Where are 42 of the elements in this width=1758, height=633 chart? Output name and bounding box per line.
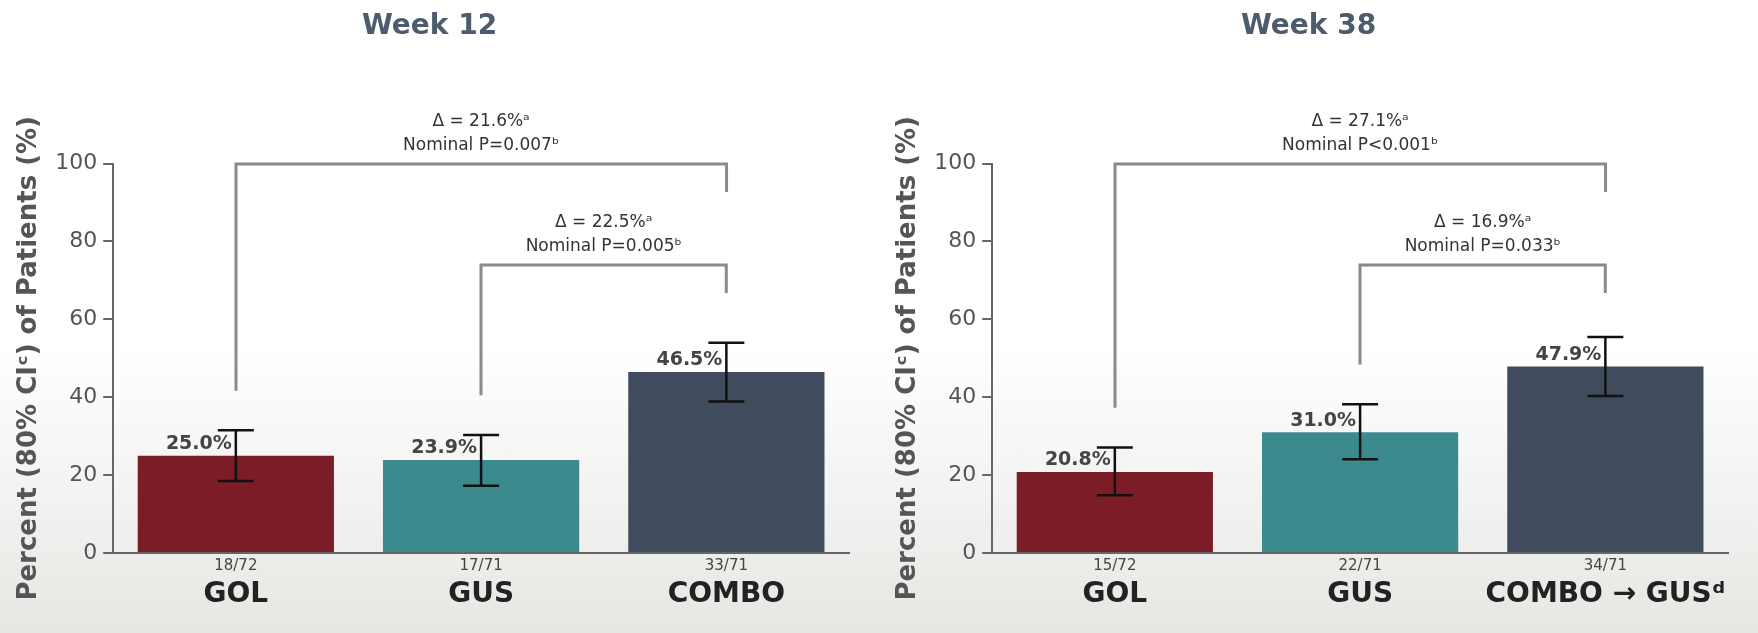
chart-title: Week 38 [1240,8,1377,42]
y-tick-label: 60 [948,305,977,331]
chart-title: Week 12 [361,8,498,42]
x-tick-label: 34/71 COMBO → GUSᵈ [1485,556,1726,610]
annotation: Δ = 16.9%ᵃ [1434,210,1532,231]
y-tick-label: 20 [69,460,98,486]
x-tick-label: 15/72 GOL [1082,556,1148,610]
y-tick-label: 80 [69,227,98,253]
y-tick-label: 60 [69,305,98,331]
annotation: Nominal P=0.005ᵇ [525,234,682,255]
text: Δ = 21.6%ᵃ [432,109,530,130]
y-tick-label: 100 [934,149,977,175]
x-tick-label: 33/71 COMBO [667,556,786,610]
y-tick-label: 40 [948,382,977,408]
y-tick-label: 20 [948,460,977,486]
y-tick-label: 40 [69,382,98,408]
y-axis-title: Percent (80% CIᶜ) of Patients (%) [12,116,43,601]
text: Nominal P<0.001ᵇ [1282,133,1439,154]
y-tick-label: 0 [83,538,98,564]
annotation: Nominal P=0.033ᵇ [1404,234,1561,255]
y-tick-label: 0 [962,538,977,564]
y-axis-title: Percent (80% CIᶜ) of Patients (%) [891,116,922,601]
data-label: 25.0% [165,431,232,454]
data-label: 31.0% [1290,407,1357,430]
data-label: 20.8% [1044,447,1111,470]
text: Nominal P=0.007ᵇ [403,133,560,154]
x-tick-label: 17/71 GUS [448,556,515,610]
data-label: 46.5% [656,347,723,370]
bar [137,455,334,552]
annotation: Δ = 22.5%ᵃ [555,210,653,231]
text: Δ = 27.1%ᵃ [1311,109,1409,130]
y-tick-label: 80 [948,227,977,253]
bar [1507,366,1704,552]
data-label: 47.9% [1535,341,1602,364]
bar [382,459,580,552]
x-tick-label: 22/71 GUS [1327,556,1394,610]
y-tick-label: 100 [55,149,98,175]
data-label: 23.9% [411,435,478,458]
x-tick-label: 18/72 GOL [203,556,269,610]
bar [1261,432,1459,552]
bar [628,371,825,552]
bar [1016,472,1213,552]
